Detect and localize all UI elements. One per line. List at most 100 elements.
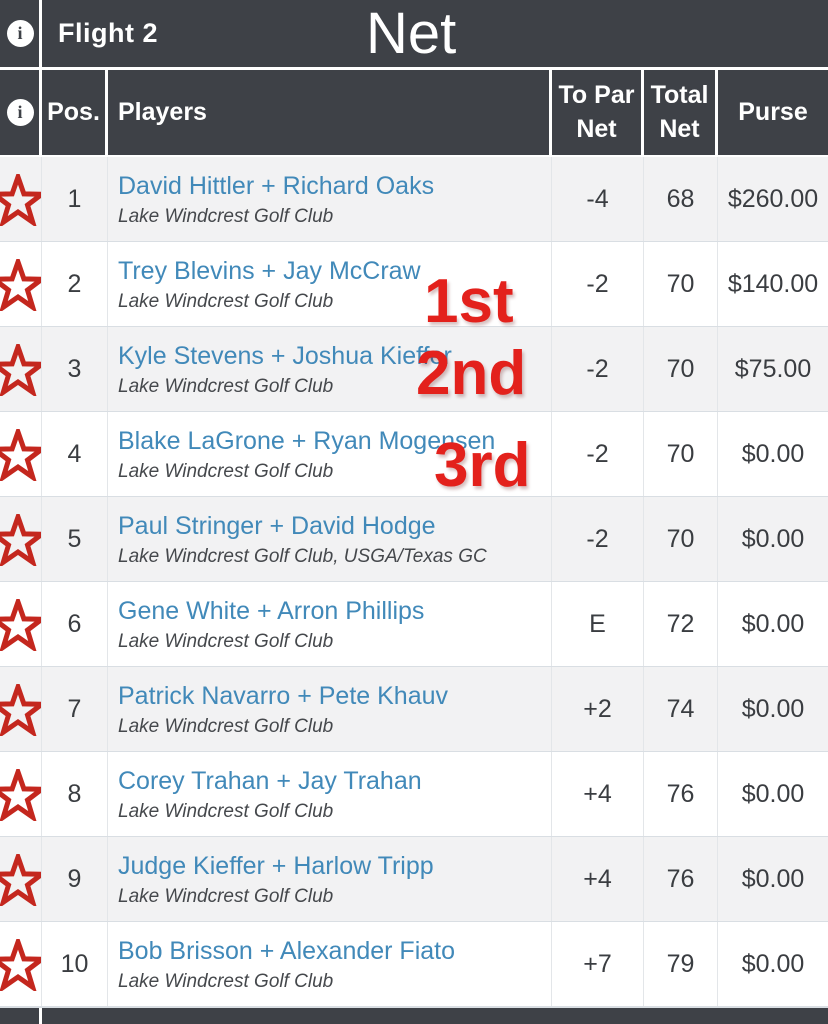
players-cell: Gene White + Arron Phillips Lake Windcre… (108, 582, 552, 666)
column-purse: Purse (738, 98, 808, 126)
column-to-par-net: To Par Net (552, 70, 644, 155)
favorite-star-button[interactable] (0, 582, 42, 666)
info-icon[interactable]: i (6, 99, 34, 126)
column-players: Players (108, 70, 552, 155)
club-name: Lake Windcrest Golf Club (118, 291, 334, 313)
players-link[interactable]: Bob Brisson + Alexander Fiato (118, 936, 455, 965)
club-name: Lake Windcrest Golf Club (118, 801, 334, 823)
star-outline-icon (0, 429, 41, 481)
column-header-row: i Pos. Players To Par Net Total Net Purs… (0, 70, 828, 157)
favorite-star-button[interactable] (0, 412, 42, 496)
to-par-net-value: -2 (552, 412, 644, 496)
total-net-value: 70 (644, 497, 718, 581)
players-link[interactable]: Patrick Navarro + Pete Khauv (118, 681, 449, 710)
favorite-star-button[interactable] (0, 667, 42, 751)
favorite-star-button[interactable] (0, 242, 42, 326)
purse-value: $0.00 (741, 524, 805, 553)
column-total-net: Total Net (644, 70, 718, 155)
favorite-star-button[interactable] (0, 837, 42, 921)
players-link[interactable]: Gene White + Arron Phillips (118, 596, 425, 625)
star-outline-icon (0, 259, 41, 311)
purse-value: $0.00 (741, 609, 805, 638)
favorite-star-button[interactable] (0, 752, 42, 836)
to-par-net-value: -2 (552, 242, 644, 326)
players-cell: Patrick Navarro + Pete Khauv Lake Windcr… (108, 667, 552, 751)
table-row: 4 Blake LaGrone + Ryan Mogensen Lake Win… (0, 412, 828, 497)
position-value: 2 (42, 242, 108, 326)
favorite-star-button[interactable] (0, 497, 42, 581)
club-name: Lake Windcrest Golf Club, USGA/Texas GC (118, 546, 487, 568)
flight-title: Flight 2 (58, 18, 158, 48)
to-par-net-value: +4 (552, 752, 644, 836)
players-link[interactable]: David Hittler + Richard Oaks (118, 171, 435, 200)
to-par-net-value: -2 (552, 497, 644, 581)
total-net-value: 76 (644, 752, 718, 836)
to-par-line2: Net (576, 114, 617, 143)
next-flight-header-partial (0, 1007, 828, 1024)
table-row: 9 Judge Kieffer + Harlow Tripp Lake Wind… (0, 837, 828, 922)
star-outline-icon (0, 769, 41, 821)
star-outline-icon (0, 854, 41, 906)
players-link[interactable]: Paul Stringer + David Hodge (118, 511, 436, 540)
total-net-value: 79 (644, 922, 718, 1006)
purse-value: $0.00 (741, 949, 805, 978)
players-cell: Trey Blevins + Jay McCraw Lake Windcrest… (108, 242, 552, 326)
purse-value: $0.00 (741, 694, 805, 723)
purse-value: $75.00 (734, 354, 812, 383)
table-row: 8 Corey Trahan + Jay Trahan Lake Windcre… (0, 752, 828, 837)
club-name: Lake Windcrest Golf Club (118, 461, 334, 483)
position-value: 7 (42, 667, 108, 751)
total-net-value: 68 (644, 157, 718, 241)
to-par-line1: To Par (558, 80, 635, 109)
favorite-star-button[interactable] (0, 327, 42, 411)
table-row: 10 Bob Brisson + Alexander Fiato Lake Wi… (0, 922, 828, 1007)
club-name: Lake Windcrest Golf Club (118, 631, 334, 653)
to-par-net-value: +7 (552, 922, 644, 1006)
next-flight-info-cell (0, 1008, 42, 1024)
players-link[interactable]: Kyle Stevens + Joshua Kieffer (118, 341, 452, 370)
leaderboard-body: 1 David Hittler + Richard Oaks Lake Wind… (0, 157, 828, 1007)
favorite-star-button[interactable] (0, 157, 42, 241)
position-value: 5 (42, 497, 108, 581)
to-par-net-value: +2 (552, 667, 644, 751)
club-name: Lake Windcrest Golf Club (118, 886, 334, 908)
players-link[interactable]: Judge Kieffer + Harlow Tripp (118, 851, 434, 880)
purse-value: $0.00 (741, 779, 805, 808)
star-outline-icon (0, 174, 41, 226)
purse-value: $140.00 (727, 269, 819, 298)
flight-header: i Flight 2 Net (0, 0, 828, 70)
table-row: 2 Trey Blevins + Jay McCraw Lake Windcre… (0, 242, 828, 333)
to-par-net-value: E (552, 582, 644, 666)
club-name: Lake Windcrest Golf Club (118, 716, 334, 738)
star-outline-icon (0, 514, 41, 566)
players-link[interactable]: Corey Trahan + Jay Trahan (118, 766, 422, 795)
club-name: Lake Windcrest Golf Club (118, 971, 334, 993)
to-par-net-value: +4 (552, 837, 644, 921)
columns-info-cell: i (0, 70, 42, 155)
players-cell: David Hittler + Richard Oaks Lake Windcr… (108, 157, 552, 241)
position-value: 3 (42, 327, 108, 411)
total-net-value: 70 (644, 327, 718, 411)
table-row: 7 Patrick Navarro + Pete Khauv Lake Wind… (0, 667, 828, 752)
star-outline-icon (0, 599, 41, 651)
players-cell: Kyle Stevens + Joshua Kieffer Lake Windc… (108, 327, 552, 411)
total-line1: Total (650, 80, 709, 109)
star-outline-icon (0, 684, 41, 736)
total-net-value: 74 (644, 667, 718, 751)
position-value: 9 (42, 837, 108, 921)
position-value: 4 (42, 412, 108, 496)
players-link[interactable]: Blake LaGrone + Ryan Mogensen (118, 426, 496, 455)
club-name: Lake Windcrest Golf Club (118, 206, 334, 228)
total-net-value: 76 (644, 837, 718, 921)
total-net-value: 72 (644, 582, 718, 666)
players-link[interactable]: Trey Blevins + Jay McCraw (118, 256, 421, 285)
star-outline-icon (0, 344, 41, 396)
position-value: 10 (42, 922, 108, 1006)
info-icon[interactable]: i (6, 20, 34, 47)
favorite-star-button[interactable] (0, 922, 42, 1006)
position-value: 8 (42, 752, 108, 836)
club-name: Lake Windcrest Golf Club (118, 376, 334, 398)
to-par-net-value: -2 (552, 327, 644, 411)
to-par-net-value: -4 (552, 157, 644, 241)
position-value: 1 (42, 157, 108, 241)
